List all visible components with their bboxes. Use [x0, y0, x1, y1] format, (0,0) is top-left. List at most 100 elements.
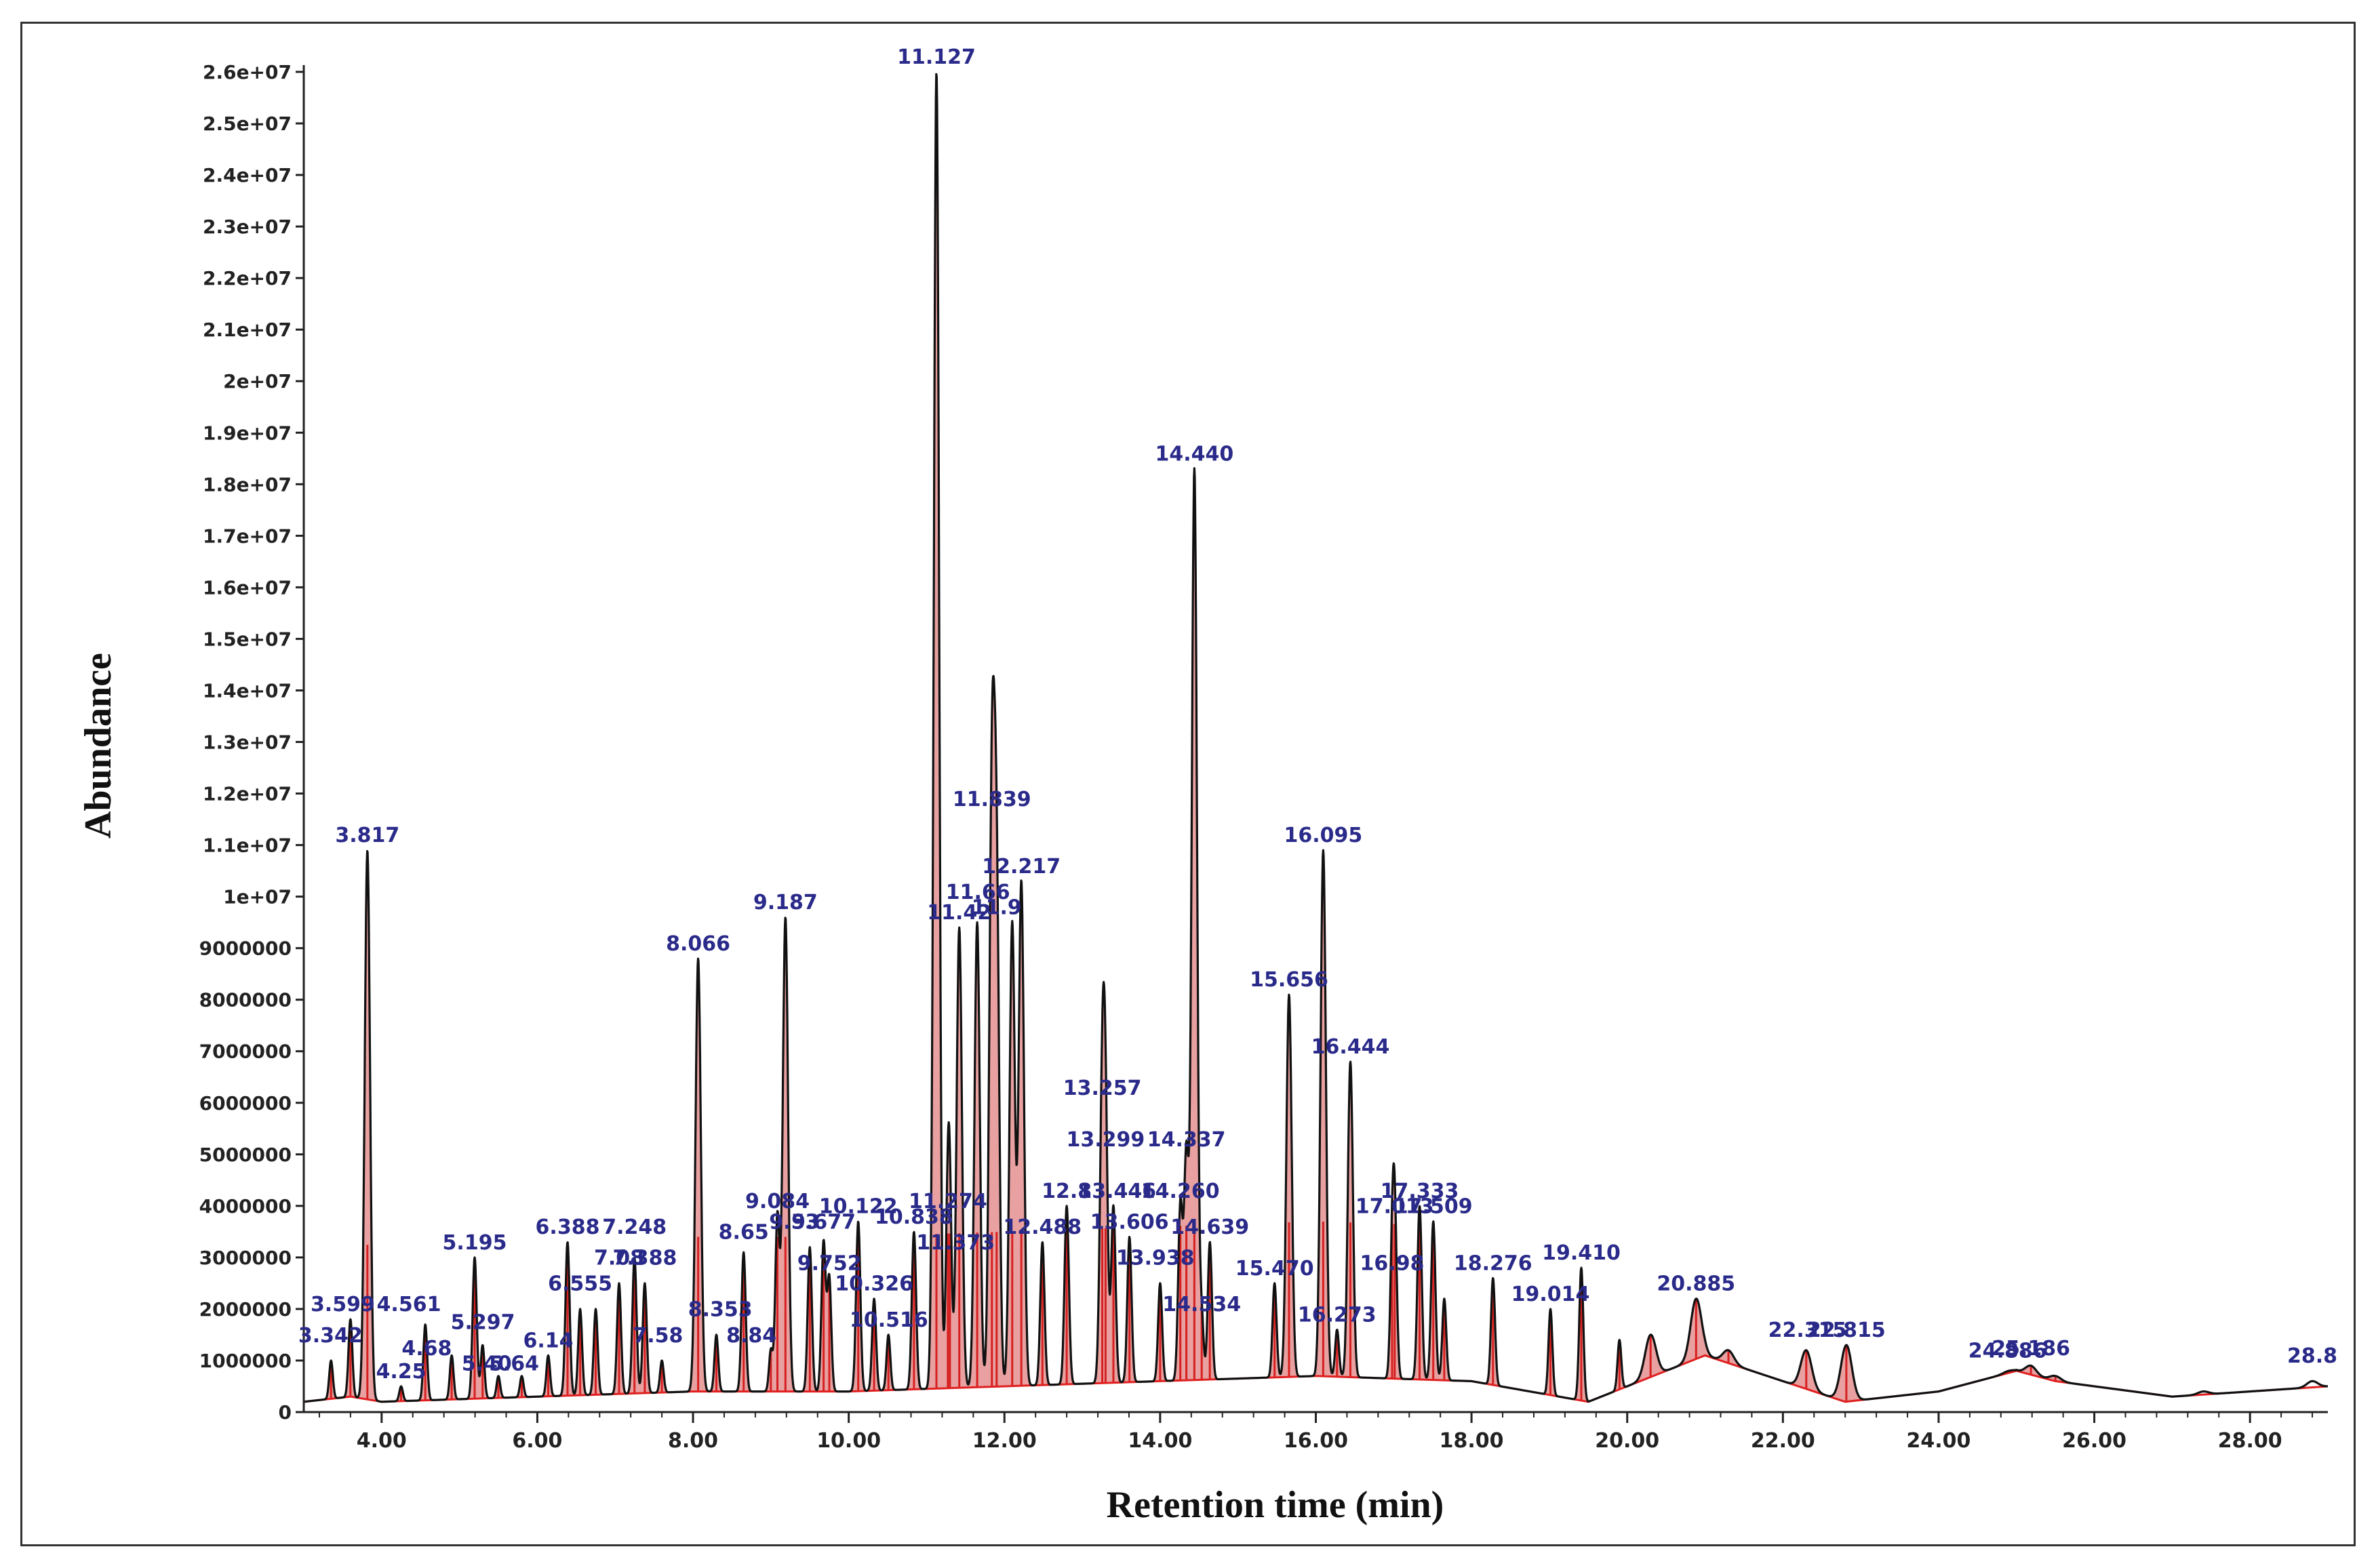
- peak-label: 13.257: [1063, 1077, 1142, 1100]
- peak-label: 8.353: [688, 1298, 753, 1322]
- x-axis-title: Retention time (min): [1107, 1484, 1444, 1526]
- peak-label: 16.444: [1311, 1035, 1390, 1059]
- peak-label: 11.373: [916, 1231, 995, 1255]
- peak-label: 12.8: [1042, 1180, 1092, 1203]
- peak-label: 14.337: [1147, 1128, 1226, 1152]
- peak-label: 8.066: [666, 932, 730, 956]
- peak-label: 12.217: [982, 855, 1061, 879]
- peak-label: 4.68: [401, 1337, 452, 1361]
- y-tick-label: 1.6e+07: [203, 576, 292, 599]
- x-tick-label: 26.00: [2062, 1429, 2126, 1453]
- y-tick-label: 2.5e+07: [203, 113, 292, 135]
- peak-label: 10.122: [819, 1195, 898, 1219]
- peak-label: 4.561: [377, 1293, 441, 1316]
- x-tick-label: 16.00: [1284, 1429, 1348, 1453]
- y-tick-label: 0: [279, 1401, 292, 1424]
- peak-label: 10.516: [850, 1308, 928, 1332]
- integration-fill: [327, 74, 2063, 1402]
- y-tick-label: 1e+07: [223, 886, 292, 908]
- y-tick-label: 1000000: [199, 1350, 292, 1372]
- y-tick-label: 3000000: [199, 1247, 292, 1269]
- y-tick-label: 1.5e+07: [203, 628, 292, 650]
- peak-label: 15.656: [1250, 968, 1328, 992]
- y-tick-label: 1.1e+07: [203, 835, 292, 857]
- x-tick-label: 14.00: [1128, 1429, 1192, 1453]
- peak-label: 5.40: [462, 1352, 512, 1376]
- trace-layer: [303, 73, 2329, 1403]
- x-tick-label: 18.00: [1440, 1429, 1504, 1453]
- peak-labels: 3.342 3.599 3.817 4.561 4.254.68 5.195 5.297 5.…: [298, 45, 2337, 1384]
- peak-label: 3.342: [298, 1324, 363, 1348]
- peak-label: 7.08: [594, 1247, 644, 1270]
- peak-label: 3.817: [335, 824, 399, 847]
- y-tick-label: 2.3e+07: [203, 216, 292, 238]
- peak-label: 8.65: [719, 1221, 769, 1245]
- peak-label: 9.53: [769, 1211, 819, 1234]
- y-tick-label: 2.4e+07: [203, 164, 292, 186]
- peak-label: 8.84: [726, 1324, 776, 1348]
- axes-layer: 0 1000000 2000000 3000000 4000000 5000000 6000…: [77, 61, 2328, 1526]
- peak-label: 12.488: [1003, 1215, 1082, 1239]
- peak-label: 6.388: [536, 1215, 600, 1239]
- peak-label: 11.42: [927, 901, 991, 925]
- peak-label: 10.326: [835, 1272, 913, 1296]
- peak-label: 11.127: [897, 45, 976, 69]
- peak-label: 14.639: [1170, 1215, 1249, 1239]
- peak-label: 5.297: [451, 1311, 515, 1335]
- y-tick-label: 2000000: [199, 1298, 292, 1321]
- peak-label: 19.410: [1542, 1241, 1621, 1265]
- peak-label: 13.938: [1116, 1247, 1195, 1270]
- peak-label: 6.555: [548, 1272, 612, 1296]
- peak-label: 18.276: [1454, 1251, 1532, 1275]
- peak-label: 20.885: [1657, 1272, 1735, 1296]
- peak-label: 5.64: [489, 1352, 539, 1376]
- peak-label: 13.606: [1090, 1211, 1169, 1234]
- y-tick-label: 1.7e+07: [203, 525, 292, 547]
- x-tick-label: 22.00: [1751, 1429, 1815, 1453]
- y-tick-label: 7000000: [199, 1041, 292, 1063]
- peak-label: 9.084: [745, 1190, 810, 1213]
- peak-label: 7.58: [633, 1324, 683, 1348]
- integrated-peak-areas: [327, 74, 2063, 1402]
- peak-label: 7.388: [612, 1247, 677, 1270]
- peak-label: 16.98: [1360, 1251, 1425, 1275]
- peak-label: 9.187: [753, 891, 818, 914]
- peak-label: 9.752: [797, 1251, 862, 1275]
- peak-label: 3.599: [311, 1293, 375, 1316]
- peak-label: 11.9: [972, 896, 1022, 920]
- y-tick-label: 2.6e+07: [203, 61, 292, 83]
- peak-label: 10.838: [875, 1205, 953, 1229]
- peak-label: 28.8: [2287, 1344, 2337, 1368]
- x-tick-label: 28.00: [2218, 1429, 2282, 1453]
- peak-label: 14.260: [1141, 1180, 1220, 1203]
- peak-label: 17.509: [1394, 1195, 1473, 1219]
- peak-label: 14.440: [1155, 443, 1234, 466]
- peak-label: 17.333: [1381, 1180, 1459, 1203]
- peak-label: 5.195: [443, 1231, 507, 1255]
- y-tick-label: 1.8e+07: [203, 473, 292, 496]
- chromatogram-trace: [303, 73, 2329, 1403]
- peak-label: 13.299: [1067, 1128, 1145, 1152]
- peak-label: 7.248: [602, 1215, 667, 1239]
- y-tick-label: 4000000: [199, 1195, 292, 1218]
- peak-label: 13.446: [1077, 1180, 1156, 1203]
- peak-label: 22.815: [1807, 1319, 1886, 1342]
- y-tick-label: 1.9e+07: [203, 422, 292, 444]
- peak-label: 11.839: [953, 788, 1031, 811]
- peak-label: 24.886: [1968, 1340, 2047, 1363]
- y-tick-label: 5000000: [199, 1144, 292, 1166]
- y-tick-label: 1.2e+07: [203, 783, 292, 805]
- x-tick-label: 24.00: [1907, 1429, 1971, 1453]
- y-tick-label: 2.2e+07: [203, 267, 292, 289]
- peak-label: 6.14: [523, 1329, 573, 1352]
- x-tick-label: 4.00: [357, 1429, 407, 1453]
- y-tick-label: 9000000: [199, 938, 292, 960]
- peak-label: 15.470: [1235, 1257, 1314, 1281]
- y-axis-title: Abundance: [77, 653, 119, 839]
- peak-label: 22.315: [1768, 1319, 1847, 1342]
- x-tick-label: 10.00: [816, 1429, 881, 1453]
- y-tick-label: 8000000: [199, 989, 292, 1011]
- peak-label: 16.095: [1284, 824, 1363, 847]
- y-tick-label: 1.4e+07: [203, 679, 292, 702]
- peak-label: 11.66: [946, 881, 1010, 904]
